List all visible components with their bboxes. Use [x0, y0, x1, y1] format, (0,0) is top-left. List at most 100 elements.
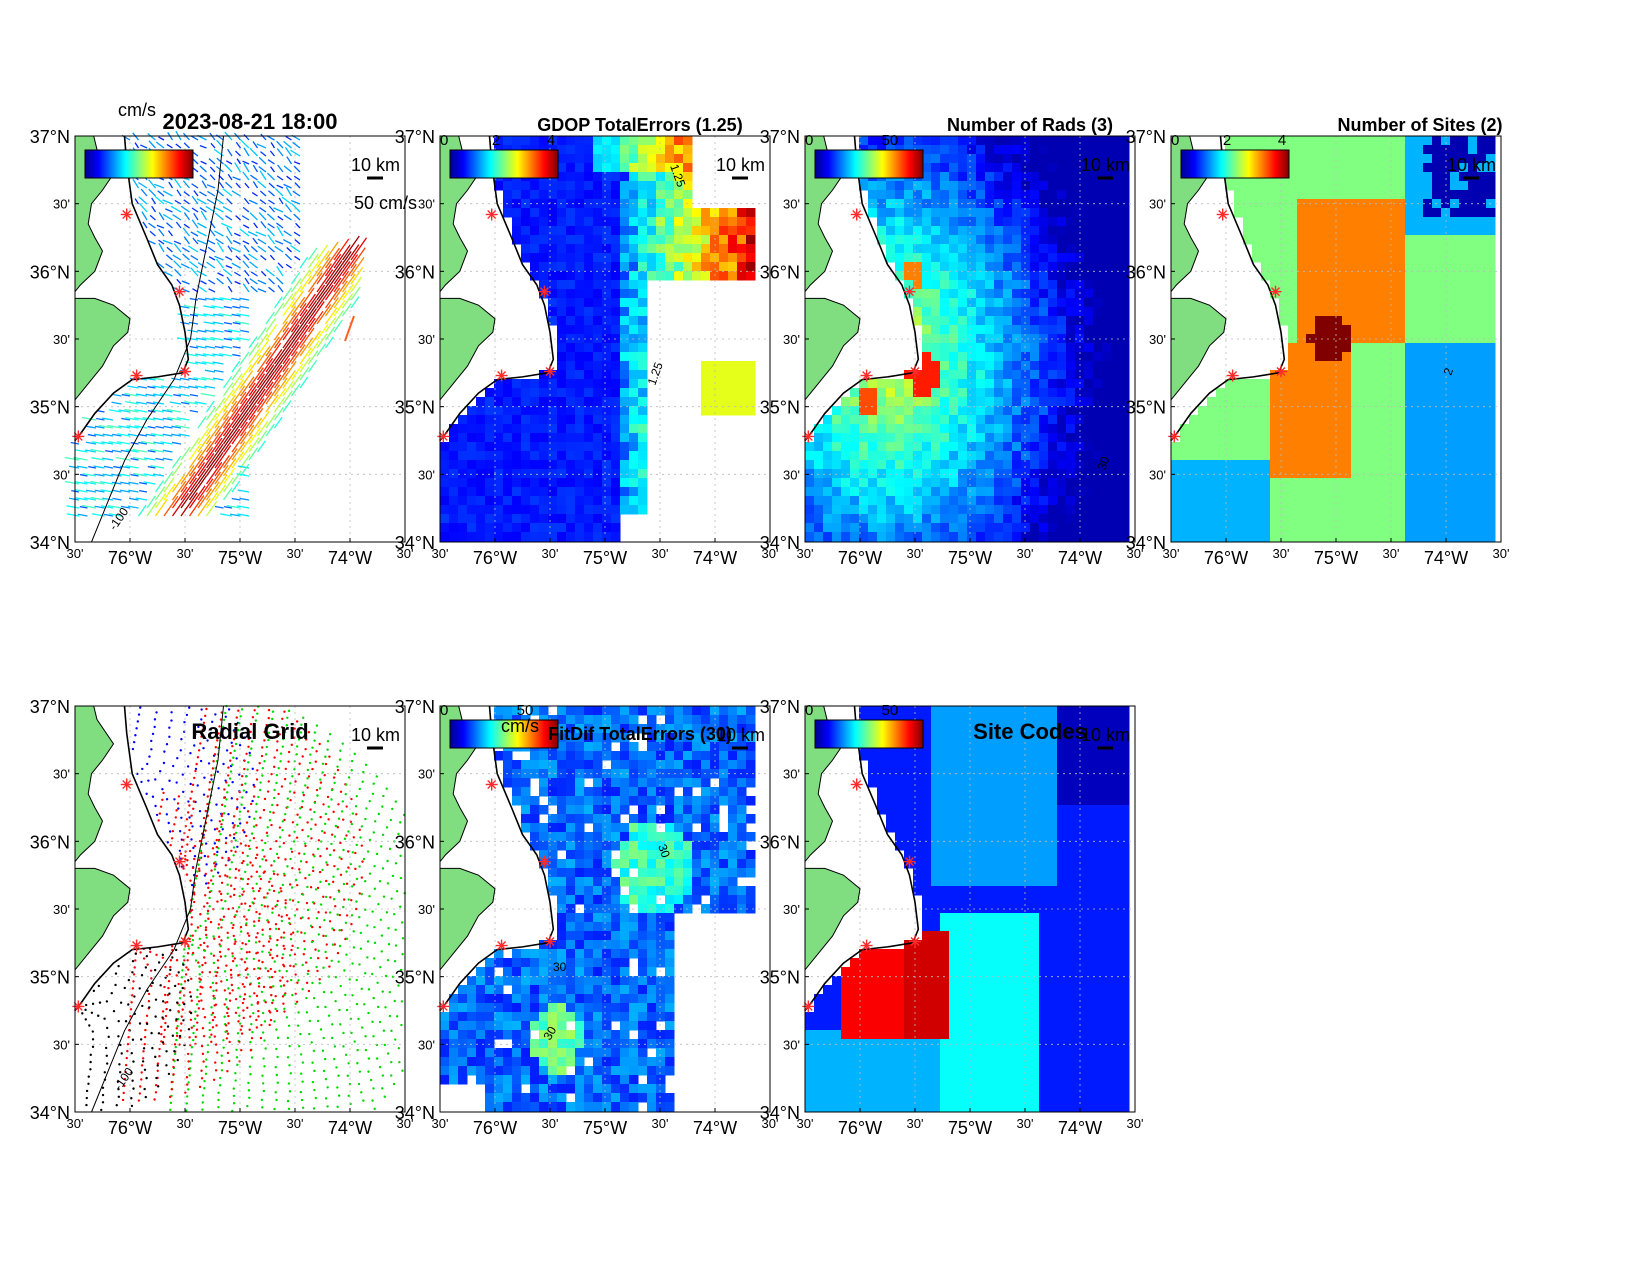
num-sites-cell	[1396, 253, 1406, 263]
num-rads-site-marker	[903, 285, 916, 298]
total-vectors-vector	[171, 480, 187, 501]
gdop-cell	[620, 370, 630, 380]
num-sites-cell	[1432, 208, 1442, 218]
num-sites-cell	[1297, 514, 1307, 524]
num-rads-cell	[949, 298, 959, 308]
num-rads-cell	[1057, 352, 1067, 362]
num-sites-cell	[1441, 208, 1451, 218]
num-sites-cell	[1423, 289, 1433, 299]
num-sites-cell	[1216, 532, 1226, 542]
num-rads-cell	[895, 487, 905, 497]
num-sites-cell	[1288, 325, 1298, 335]
radial-grid-radial-point	[179, 749, 183, 752]
gdop-cell	[584, 433, 594, 443]
gdop-cell	[719, 406, 729, 416]
gdop-cell	[503, 460, 513, 470]
gdop-cell	[701, 388, 711, 398]
num-rads-cell	[976, 190, 986, 200]
num-rads-cell	[967, 388, 977, 398]
num-sites-cell	[1252, 433, 1262, 443]
total-vectors-vector	[134, 142, 140, 149]
num-rads-cell	[1102, 532, 1112, 542]
num-sites-cell	[1324, 325, 1334, 335]
num-rads-cell	[1048, 352, 1058, 362]
num-sites-cell	[1477, 532, 1487, 542]
gdop-cell	[674, 253, 684, 263]
num-rads-cell	[1012, 460, 1022, 470]
num-rads-cell	[994, 442, 1004, 452]
radial-grid-radial-point	[182, 790, 185, 794]
gdop-cell	[620, 280, 630, 290]
gdop-cell	[575, 343, 585, 353]
gdop-cell	[593, 262, 603, 272]
radial-grid-radial-point	[252, 836, 256, 840]
num-sites-cell	[1369, 451, 1379, 461]
num-sites-lon-tick: 30'	[1163, 546, 1180, 561]
num-rads-cell	[967, 379, 977, 389]
num-sites-cell	[1198, 496, 1208, 506]
total-vectors-vector	[222, 388, 235, 405]
gdop-cell	[701, 253, 711, 263]
radial-grid-radial-point	[226, 875, 229, 878]
gdop-cell	[548, 136, 558, 146]
gdop-cell	[530, 478, 540, 488]
num-rads-cell	[1057, 415, 1067, 425]
num-rads-cell	[913, 451, 923, 461]
total-vectors-vector	[256, 381, 274, 405]
num-rads-cell	[1066, 172, 1076, 182]
radial-grid-radial-point	[217, 732, 220, 735]
radial-grid-radial-point	[171, 764, 175, 768]
num-sites-cell	[1342, 370, 1352, 380]
num-sites-cell	[1369, 334, 1379, 344]
total-vectors-vector	[290, 278, 302, 293]
gdop-cell	[503, 505, 513, 515]
radial-grid-radial-point	[298, 868, 301, 871]
gdop-cell	[566, 199, 576, 209]
num-rads-cell	[904, 262, 914, 272]
radial-grid-radial-point	[216, 966, 220, 970]
gdop-cell	[593, 469, 603, 479]
num-rads-cell	[1048, 280, 1058, 290]
num-rads-cell	[1093, 487, 1103, 497]
num-rads-cell	[1120, 262, 1130, 272]
num-rads-cell	[913, 316, 923, 326]
num-rads-cell	[1057, 343, 1067, 353]
num-rads-cell	[1030, 505, 1040, 515]
num-rads-cell	[1111, 496, 1121, 506]
num-rads-cell	[976, 478, 986, 488]
total-vectors-vector	[295, 222, 301, 229]
num-rads-cell	[895, 262, 905, 272]
gdop-cell	[440, 505, 450, 515]
num-rads-cell	[1111, 379, 1121, 389]
num-sites-cell	[1315, 190, 1325, 200]
num-sites-cell	[1351, 163, 1361, 173]
num-rads-cell	[895, 442, 905, 452]
num-rads-cell	[1039, 199, 1049, 209]
num-sites-cell	[1243, 181, 1253, 191]
gdop-cell	[656, 226, 666, 236]
num-sites-cell	[1477, 199, 1487, 209]
num-sites-cell	[1324, 244, 1334, 254]
radial-grid-radial-point	[207, 762, 211, 765]
total-vectors-vector	[248, 373, 266, 397]
num-rads-cell	[1111, 289, 1121, 299]
total-vectors-vector	[127, 505, 139, 509]
num-rads-cell	[940, 496, 950, 506]
num-rads-cell	[940, 406, 950, 416]
num-sites-cell	[1450, 433, 1460, 443]
total-vectors-vector	[217, 272, 224, 277]
num-rads-cell	[976, 271, 986, 281]
num-rads-cell	[1084, 163, 1094, 173]
num-rads-cell	[1093, 424, 1103, 434]
num-sites-cell	[1468, 478, 1478, 488]
num-sites-cell	[1270, 406, 1280, 416]
num-sites-cell	[1450, 163, 1460, 173]
num-rads-cell	[931, 343, 941, 353]
gdop-cell	[485, 523, 495, 533]
num-rads-cell	[940, 361, 950, 371]
total-vectors-vector	[172, 214, 182, 221]
num-rads-cell	[1048, 208, 1058, 218]
num-sites-cell	[1216, 460, 1226, 470]
num-rads-cell	[1030, 532, 1040, 542]
gdop-cell	[629, 226, 639, 236]
